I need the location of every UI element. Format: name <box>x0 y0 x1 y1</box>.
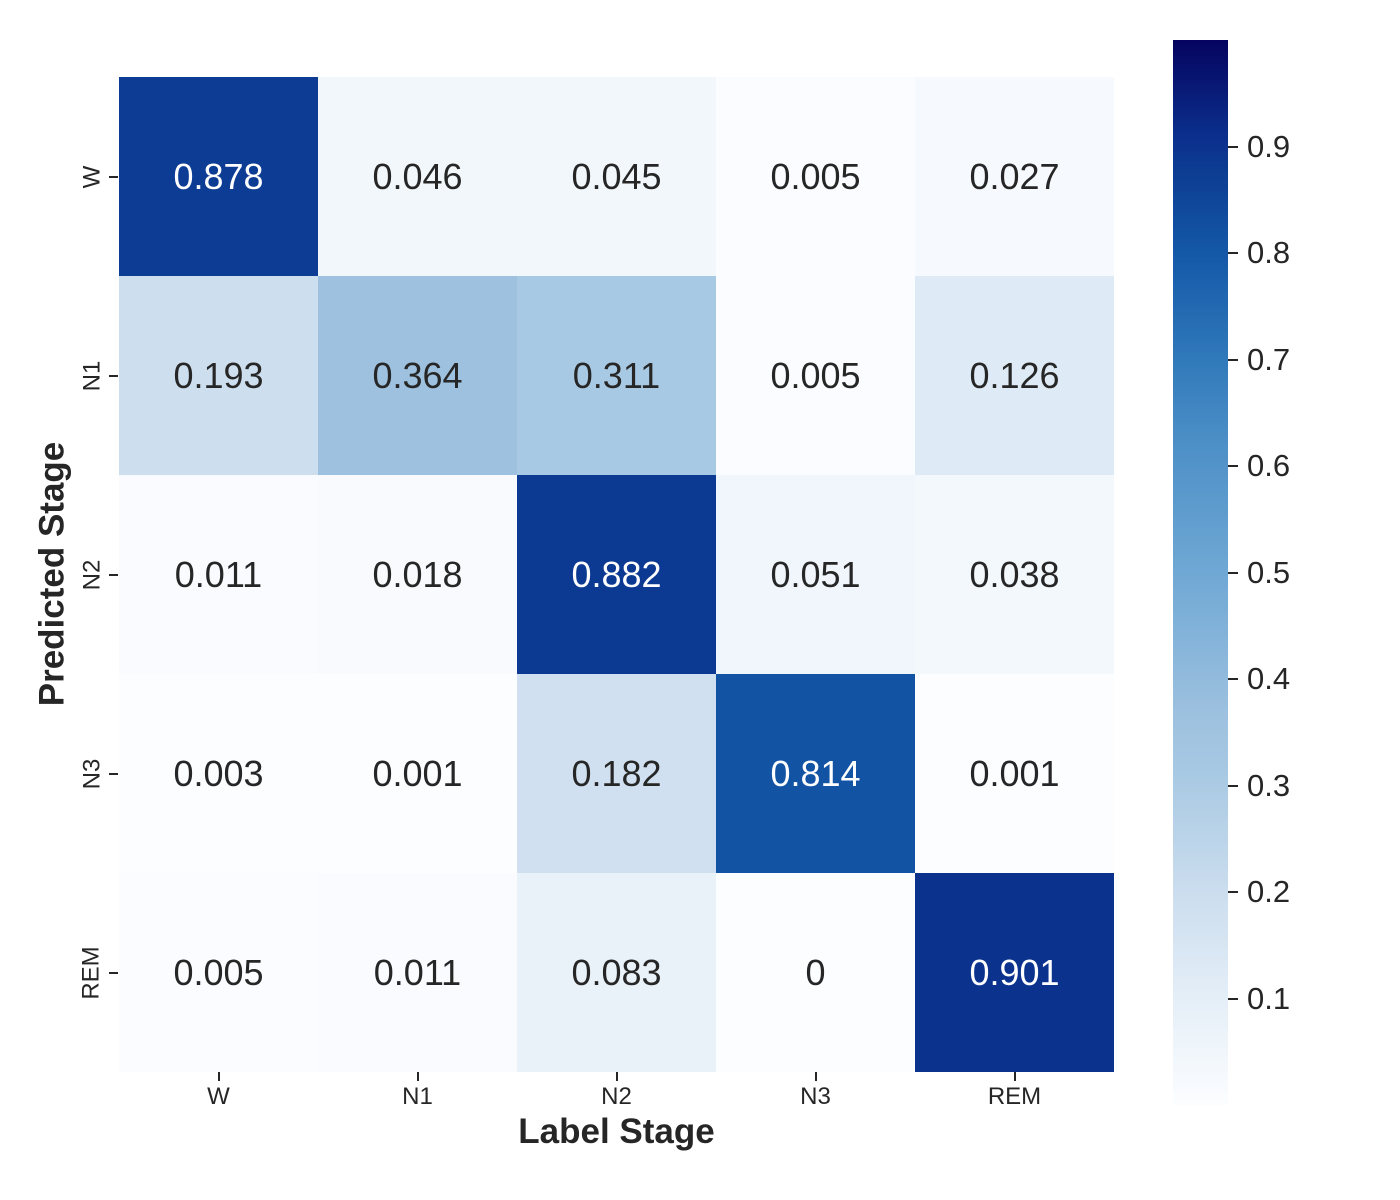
x-axis-title: Label Stage <box>518 1112 715 1151</box>
colorbar-tick-label: 0.2 <box>1247 874 1291 909</box>
heatmap-cell: 0.018 <box>318 475 517 674</box>
y-tick-mark <box>109 573 118 576</box>
colorbar-tick-mark <box>1228 145 1238 148</box>
colorbar-gradient <box>1173 40 1228 1105</box>
cell-value: 0.878 <box>173 155 264 197</box>
heatmap-cell: 0.001 <box>915 674 1114 873</box>
heatmap-cell: 0 <box>716 873 915 1072</box>
heatmap-cell: 0.045 <box>517 77 716 276</box>
cell-value: 0 <box>805 951 826 993</box>
cell-value: 0.001 <box>969 752 1060 794</box>
heatmap-cell: 0.878 <box>119 77 318 276</box>
colorbar-tick-label: 0.3 <box>1247 767 1291 803</box>
colorbar-tick-label: 0.6 <box>1247 448 1291 483</box>
heatmap-cell: 0.193 <box>119 276 318 475</box>
heatmap-cell: 0.364 <box>318 276 517 475</box>
heatmap-cell: 0.038 <box>915 475 1114 674</box>
colorbar-tick-label: 0.9 <box>1247 128 1291 164</box>
y-tick-mark <box>109 971 118 974</box>
cell-value: 0.011 <box>174 553 263 595</box>
heatmap-cell: 0.011 <box>119 475 318 674</box>
heatmap-cell: 0.005 <box>716 276 915 475</box>
heatmap-cell: 0.051 <box>716 475 915 674</box>
cell-value: 0.193 <box>173 354 264 396</box>
cell-value: 0.311 <box>572 354 661 396</box>
colorbar-tick-mark <box>1228 358 1238 361</box>
colorbar-tick-label: 0.5 <box>1247 554 1291 590</box>
cell-value: 0.018 <box>372 553 463 595</box>
cell-value: 0.046 <box>372 155 463 197</box>
cell-value: 0.814 <box>770 752 861 794</box>
x-tick-mark <box>814 1072 817 1081</box>
heatmap-grid: 0.878 0.046 0.045 0.005 0.027 0.193 0.364 0.311… <box>119 77 1114 1072</box>
colorbar-tick-mark <box>1228 571 1238 574</box>
cell-value: 0.901 <box>969 951 1060 993</box>
cell-value: 0.005 <box>770 155 861 197</box>
cell-value: 0.083 <box>571 951 662 993</box>
cell-value: 0.038 <box>969 553 1060 595</box>
cell-value: 0.027 <box>969 155 1060 197</box>
cell-value: 0.001 <box>372 752 463 794</box>
y-axis-title-text: Predicted Stage <box>32 441 72 707</box>
x-tick-mark <box>615 1072 618 1081</box>
y-tick-mark <box>109 175 118 178</box>
heatmap-cell: 0.027 <box>915 77 1114 276</box>
heatmap-cell: 0.126 <box>915 276 1114 475</box>
heatmap-cell: 0.001 <box>318 674 517 873</box>
cell-value: 0.011 <box>373 951 462 993</box>
colorbar-tick-mark <box>1228 891 1238 893</box>
heatmap-cell: 0.005 <box>119 873 318 1072</box>
cell-value: 0.045 <box>571 155 662 197</box>
cell-value: 0.364 <box>372 354 463 396</box>
x-tick-mark <box>416 1072 419 1081</box>
cell-value: 0.005 <box>173 951 264 993</box>
colorbar-tick-mark <box>1228 465 1238 467</box>
cell-value: 0.005 <box>770 354 861 396</box>
cell-value: 0.051 <box>770 553 861 595</box>
cell-value: 0.126 <box>969 354 1060 396</box>
colorbar-tick-label: 0.7 <box>1247 341 1291 377</box>
heatmap-cell: 0.003 <box>119 674 318 873</box>
cell-value: 0.003 <box>173 752 264 794</box>
x-tick-mark <box>1013 1072 1016 1081</box>
heatmap-cell: 0.182 <box>517 674 716 873</box>
heatmap-cell: 0.901 <box>915 873 1114 1072</box>
colorbar-tick-mark <box>1228 678 1238 680</box>
heatmap-cell: 0.046 <box>318 77 517 276</box>
cell-value: 0.882 <box>571 553 662 595</box>
colorbar-tick-mark <box>1228 784 1238 787</box>
colorbar-tick-mark <box>1228 252 1238 254</box>
y-tick-mark <box>109 374 118 377</box>
colorbar-tick-label: 0.1 <box>1247 980 1291 1016</box>
heatmap-cell: 0.011 <box>318 873 517 1072</box>
colorbar-tick-label: 0.4 <box>1247 661 1291 696</box>
y-tick-mark <box>109 772 118 775</box>
colorbar-tick-label: 0.8 <box>1247 235 1291 270</box>
heatmap-cell: 0.814 <box>716 674 915 873</box>
heatmap-cell: 0.005 <box>716 77 915 276</box>
colorbar-tick-mark <box>1228 997 1238 1000</box>
cell-value: 0.182 <box>571 752 662 794</box>
x-tick-mark <box>217 1072 220 1081</box>
heatmap-cell: 0.083 <box>517 873 716 1072</box>
heatmap-cell: 0.882 <box>517 475 716 674</box>
heatmap-cell: 0.311 <box>517 276 716 475</box>
